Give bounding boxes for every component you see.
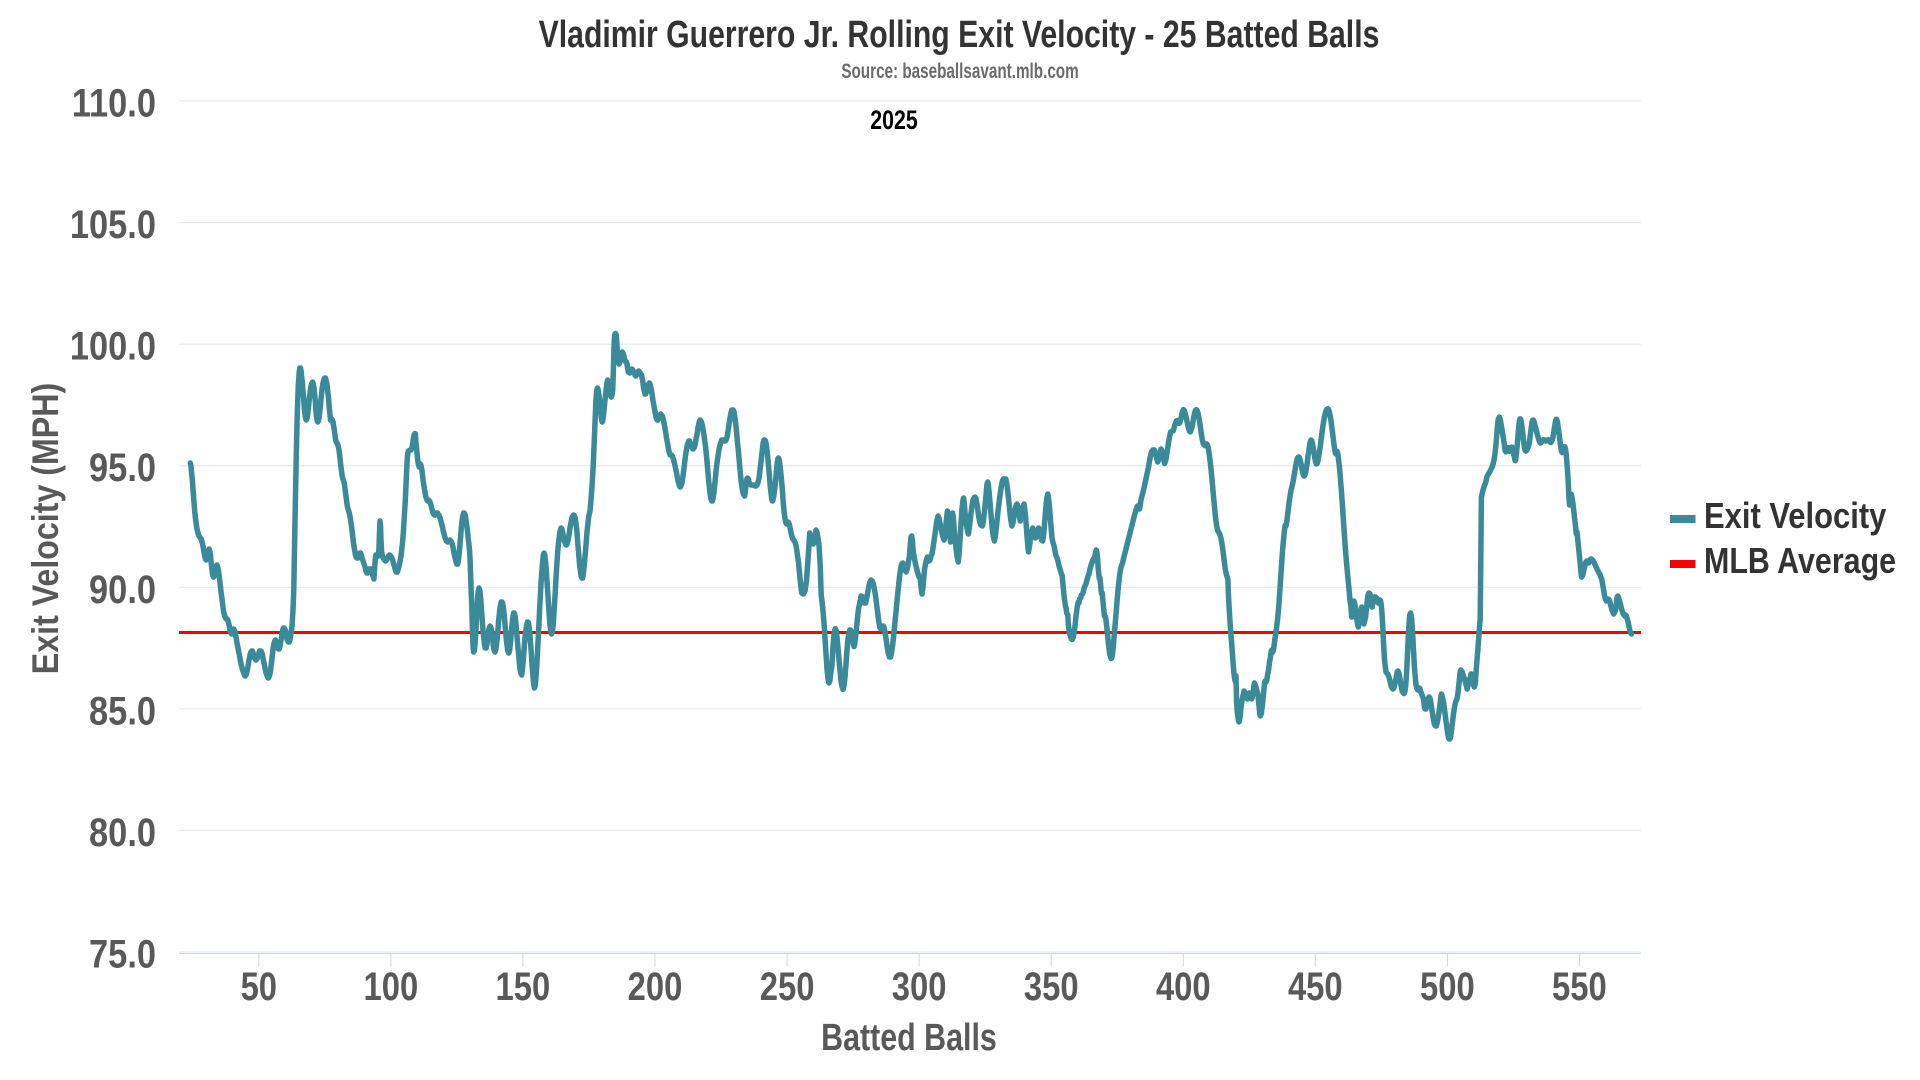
svg-text:110.0: 110.0 xyxy=(72,80,156,125)
svg-text:450: 450 xyxy=(1288,964,1343,1009)
svg-text:MLB Average: MLB Average xyxy=(1704,542,1896,582)
svg-text:80.0: 80.0 xyxy=(89,809,156,854)
svg-text:200: 200 xyxy=(628,964,683,1009)
svg-text:Batted Balls: Batted Balls xyxy=(821,1017,997,1059)
svg-text:550: 550 xyxy=(1552,964,1607,1009)
svg-text:350: 350 xyxy=(1024,964,1079,1009)
svg-text:Source: baseballsavant.mlb.com: Source: baseballsavant.mlb.com xyxy=(841,59,1078,83)
svg-text:250: 250 xyxy=(760,964,815,1009)
svg-text:90.0: 90.0 xyxy=(89,566,156,611)
svg-text:Exit Velocity (MPH): Exit Velocity (MPH) xyxy=(26,383,67,674)
svg-text:300: 300 xyxy=(892,964,947,1009)
svg-text:85.0: 85.0 xyxy=(89,688,156,733)
svg-text:95.0: 95.0 xyxy=(89,445,156,490)
svg-text:100.0: 100.0 xyxy=(70,323,156,368)
svg-text:50: 50 xyxy=(241,964,277,1009)
svg-text:Vladimir Guerrero Jr. Rolling: Vladimir Guerrero Jr. Rolling Exit Veloc… xyxy=(539,14,1380,56)
svg-text:75.0: 75.0 xyxy=(89,931,156,976)
svg-text:2025: 2025 xyxy=(870,106,917,136)
svg-text:100: 100 xyxy=(364,964,419,1009)
svg-text:Exit Velocity: Exit Velocity xyxy=(1704,497,1887,537)
svg-text:150: 150 xyxy=(496,964,551,1009)
svg-text:400: 400 xyxy=(1156,964,1211,1009)
svg-text:500: 500 xyxy=(1420,964,1475,1009)
svg-text:105.0: 105.0 xyxy=(70,202,156,247)
